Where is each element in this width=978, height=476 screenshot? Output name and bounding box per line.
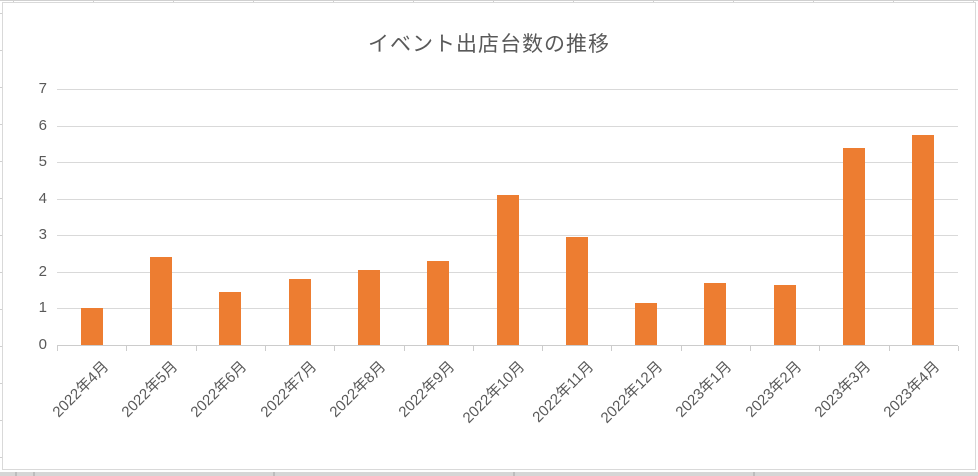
y-axis-tick-label: 4 <box>38 189 47 207</box>
chart-object[interactable]: イベント出店台数の推移 0 1 2 3 4 5 6 7 2022年4月 2022年5月 2022年6… <box>2 2 976 470</box>
gridline <box>57 162 958 164</box>
y-axis-tick-label: 1 <box>38 299 47 317</box>
bar-2022年8月 <box>357 270 380 345</box>
bar-2023年1月 <box>704 282 727 345</box>
x-axis-tick-mark <box>542 346 544 351</box>
x-axis-category-label: 2022年7月 <box>256 358 320 421</box>
y-axis-tick-label: 7 <box>38 80 47 97</box>
bar-2022年12月 <box>635 302 658 345</box>
bar-2023年3月 <box>843 147 866 345</box>
x-axis-tick-mark <box>126 346 128 351</box>
bar-2022年7月 <box>288 279 311 345</box>
x-axis-category-label: 2023年1月 <box>672 358 736 421</box>
y-axis-tick-label: 6 <box>38 116 47 134</box>
bar-2023年2月 <box>773 284 796 345</box>
spreadsheet-row-boundary-ticks-left <box>0 0 2 476</box>
bar-2022年11月 <box>565 237 588 345</box>
x-axis-tick-mark <box>195 346 197 351</box>
x-axis-category-label: 2023年3月 <box>811 358 875 421</box>
bar-2023年4月 <box>912 134 935 345</box>
x-axis-tick-mark <box>334 346 336 351</box>
x-axis-category-label: 2022年8月 <box>326 358 390 421</box>
x-axis-line <box>57 345 958 346</box>
gridline <box>57 125 958 127</box>
x-axis-tick-mark <box>611 346 613 351</box>
spreadsheet-column-boundary-ticks-bottom <box>0 472 978 476</box>
x-axis-category-label: 2022年11月 <box>529 358 597 426</box>
x-axis-tick-mark <box>472 346 474 351</box>
plot-area: 0 1 2 3 4 5 6 7 2022年4月 2022年5月 2022年6月 2022年7月 2022… <box>3 3 975 469</box>
x-axis-tick-mark <box>888 346 890 351</box>
x-axis-tick-mark <box>958 346 959 351</box>
bar-2022年4月 <box>80 308 103 345</box>
chart-title: イベント出店台数の推移 <box>368 33 610 56</box>
y-axis-tick-label: 0 <box>38 336 47 353</box>
x-axis-tick-mark <box>264 346 266 351</box>
x-axis-tick-mark <box>403 346 405 351</box>
x-axis-tick-mark <box>57 346 58 351</box>
x-axis-category-label: 2022年6月 <box>187 358 251 421</box>
x-axis-tick-mark <box>750 346 752 351</box>
x-axis-category-label: 2022年4月 <box>49 358 112 421</box>
bar-2022年6月 <box>219 291 242 345</box>
y-axis-tick-label: 3 <box>38 226 47 244</box>
x-axis-category-label: 2022年5月 <box>118 358 182 421</box>
bar-2022年5月 <box>149 257 172 345</box>
x-axis-tick-mark <box>680 346 682 351</box>
y-axis-tick-label: 5 <box>38 153 47 171</box>
x-axis-category-label: 2022年12月 <box>597 358 667 427</box>
bar-2022年10月 <box>496 195 519 345</box>
x-axis-category-label: 2022年10月 <box>459 358 528 427</box>
x-axis-category-label: 2022年9月 <box>395 358 459 421</box>
x-axis-category-label: 2023年2月 <box>742 358 805 421</box>
gridline <box>57 89 958 90</box>
x-axis-category-label: 2023年4月 <box>880 358 944 421</box>
y-axis-tick-label: 2 <box>38 262 47 280</box>
bar-2022年9月 <box>427 260 450 345</box>
x-axis-tick-mark <box>819 346 821 351</box>
